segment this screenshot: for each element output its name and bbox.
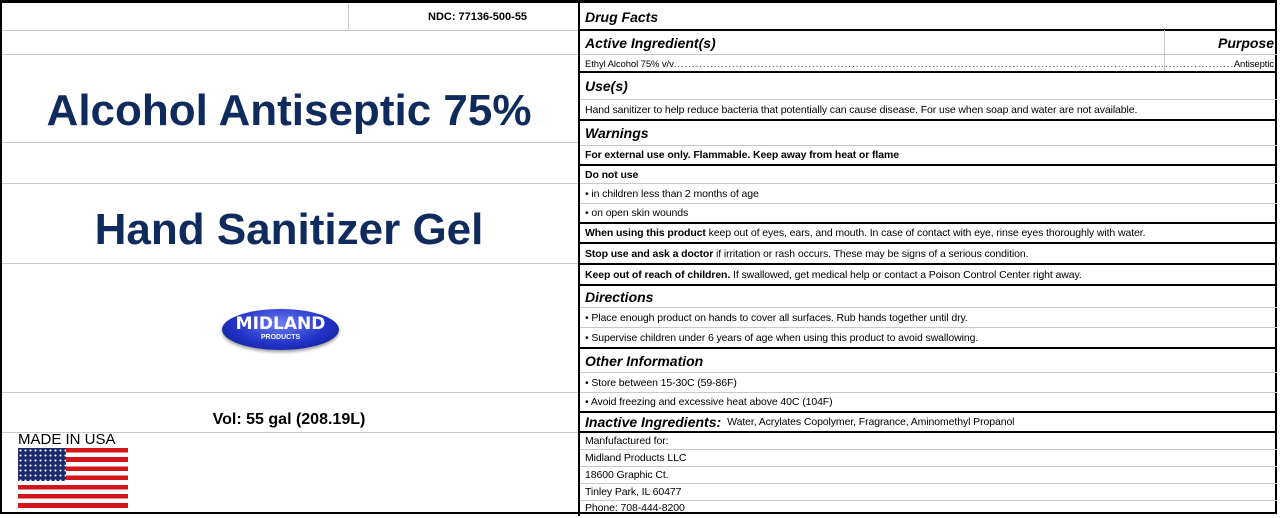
keep-out-warning: Keep out of reach of children. If swallo… xyxy=(585,265,1274,284)
divider xyxy=(2,432,578,433)
manufacturer-line: Tinley Park, IL 60477 xyxy=(585,486,682,498)
flag-canton xyxy=(18,448,66,481)
inactive-ingredients: Inactive Ingredients: Water, Acrylates Co… xyxy=(585,413,1274,431)
divider xyxy=(580,29,1277,31)
divider xyxy=(580,54,1277,55)
direction-item: • Supervise children under 6 years of ag… xyxy=(585,331,979,344)
divider xyxy=(580,372,1277,373)
when-using-label: When using this product xyxy=(585,227,706,239)
uses-text: Hand sanitizer to help reduce bacteria t… xyxy=(585,103,1138,116)
divider xyxy=(580,411,1277,413)
divider xyxy=(2,263,578,264)
stop-use-warning: Stop use and ask a doctor if irritation … xyxy=(585,244,1274,263)
divider xyxy=(580,71,1277,73)
divider xyxy=(580,449,1277,450)
divider xyxy=(2,392,578,393)
other-info-heading: Other Information xyxy=(585,352,704,369)
product-subtitle: Hand Sanitizer Gel xyxy=(94,205,484,254)
other-info-item: • Store between 15-30C (59-86F) xyxy=(585,376,737,389)
manufacturer-line: Manfufactured for: xyxy=(585,435,669,447)
divider xyxy=(580,242,1277,244)
when-using-text: keep out of eyes, ears, and mouth. In ca… xyxy=(705,227,1146,239)
uses-heading: Use(s) xyxy=(585,78,628,94)
stop-use-text: if irritation or rash occurs. These may … xyxy=(713,247,1029,260)
divider xyxy=(348,3,349,30)
divider xyxy=(1164,30,1165,72)
drug-facts-heading: Drug Facts xyxy=(585,8,659,25)
volume: Vol: 55 gal (208.19L) xyxy=(212,411,366,428)
divider xyxy=(580,500,1277,501)
manufacturer-line: 18600 Graphic Ct. xyxy=(585,469,669,481)
divider xyxy=(2,54,578,55)
divider xyxy=(580,327,1277,328)
midland-logo: MIDLAND PRODUCTS xyxy=(222,309,339,350)
divider xyxy=(580,263,1277,265)
manufacturer-line: Phone: 708-444-8200 xyxy=(585,501,685,514)
stop-use-label: Stop use and ask a doctor xyxy=(585,247,714,260)
divider xyxy=(580,466,1277,467)
divider xyxy=(580,203,1277,204)
divider xyxy=(580,99,1277,100)
do-not-use-heading: Do not use xyxy=(585,168,639,181)
do-not-use-item: • in children less than 2 months of age xyxy=(585,187,759,200)
active-heading: Active Ingredient(s) xyxy=(585,35,716,51)
keep-out-text: If swallowed, get medical help or contac… xyxy=(730,268,1082,281)
product-title: Alcohol Antiseptic 75% xyxy=(46,86,532,135)
active-ingredient: Ethyl Alcohol 75% v/v xyxy=(585,58,674,70)
other-info-item: • Avoid freezing and excessive heat abov… xyxy=(585,396,833,408)
directions-heading: Directions xyxy=(585,288,654,305)
warnings-heading: Warnings xyxy=(585,125,649,141)
made-in-usa: MADE IN USA xyxy=(18,431,116,448)
divider xyxy=(2,183,578,184)
logo-sub: PRODUCTS xyxy=(260,334,301,341)
divider xyxy=(580,222,1277,224)
manufacturer-line: Midland Products LLC xyxy=(585,452,687,464)
divider xyxy=(580,307,1277,308)
dot-leader: ........................................… xyxy=(673,58,1234,70)
panel-divider xyxy=(578,0,580,516)
inactive-heading: Inactive Ingredients: xyxy=(585,414,722,430)
active-ingredient-row: Ethyl Alcohol 75% v/v ..................… xyxy=(585,56,1274,72)
direction-item: • Place enough product on hands to cover… xyxy=(585,311,968,324)
logo-brand: MIDLAND xyxy=(235,314,326,334)
divider xyxy=(580,347,1277,349)
keep-out-label: Keep out of reach of children. xyxy=(585,268,731,281)
divider xyxy=(580,392,1277,393)
divider xyxy=(2,30,578,31)
purpose-heading: Purpose xyxy=(1217,35,1274,51)
active-ingredients-header: Active Ingredient(s) Purpose xyxy=(585,31,1274,55)
divider xyxy=(580,145,1277,146)
divider xyxy=(2,142,578,143)
purpose: Antiseptic xyxy=(1233,58,1274,70)
inactive-text: Water, Acrylates Copolymer, Fragrance, A… xyxy=(727,416,1015,428)
divider xyxy=(580,431,1277,433)
when-using-warning: When using this product keep out of eyes… xyxy=(585,224,1274,242)
divider xyxy=(580,483,1277,484)
ndc-number: NDC: 77136-500-55 xyxy=(428,11,528,23)
us-flag-icon xyxy=(18,448,128,508)
divider xyxy=(580,119,1277,121)
do-not-use-item: • on open skin wounds xyxy=(585,207,689,219)
external-use-warning: For external use only. Flammable. Keep a… xyxy=(585,149,899,161)
divider xyxy=(580,164,1277,166)
divider xyxy=(580,284,1277,286)
divider xyxy=(580,183,1277,184)
